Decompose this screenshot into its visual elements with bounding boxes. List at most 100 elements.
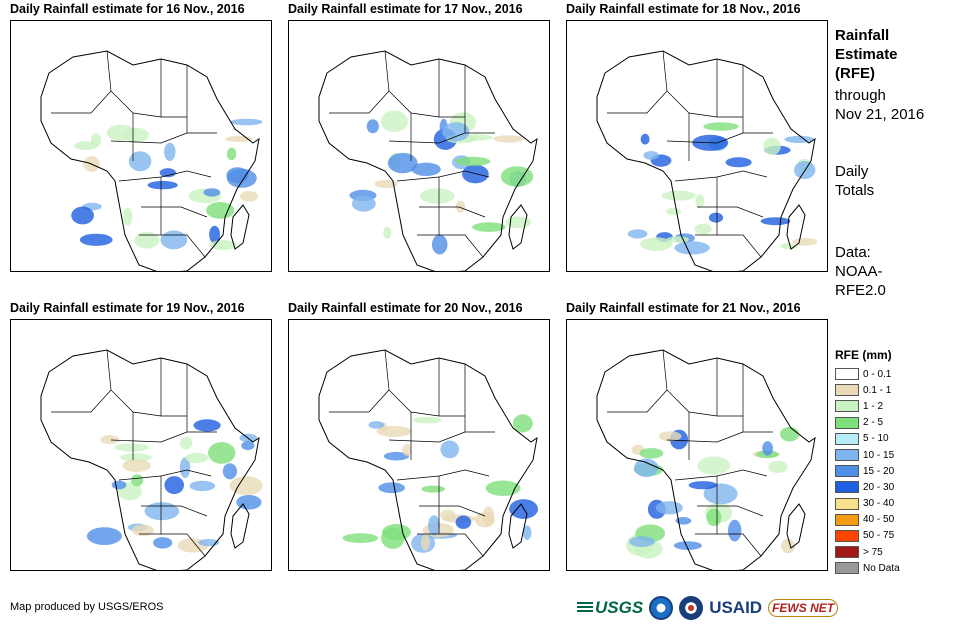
rainfall-patch: [695, 194, 705, 209]
rainfall-patch: [472, 222, 506, 232]
map-panel-3: Daily Rainfall estimate for 18 Nov., 201…: [566, 2, 828, 272]
rainfall-patch: [229, 476, 263, 496]
legend-label: 2 - 5: [863, 417, 884, 429]
panel-title: Daily Rainfall estimate for 20 Nov., 201…: [288, 301, 523, 315]
rainfall-patch: [655, 501, 683, 515]
through-date-value: Nov 21, 2016: [835, 106, 925, 123]
rainfall-patch: [661, 190, 696, 201]
rainfall-patch: [703, 483, 738, 505]
country-border: [186, 65, 217, 134]
country-border: [329, 90, 390, 114]
rainfall-patch: [629, 536, 655, 547]
madagascar-outline: [508, 204, 528, 250]
rainfall-patch: [780, 426, 800, 442]
totals-line: Daily: [835, 163, 869, 180]
legend-swatch: [835, 529, 859, 542]
rainfall-patch: [203, 188, 221, 197]
rainfall-patch: [708, 212, 724, 223]
map-panel-4: Daily Rainfall estimate for 19 Nov., 201…: [10, 301, 272, 571]
rainfall-patch: [781, 538, 796, 554]
rainfall-patch: [688, 481, 718, 490]
rainfall-patch: [122, 207, 133, 226]
rainfall-patch: [71, 206, 94, 225]
rainfall-patch: [784, 135, 815, 143]
legend-label: 10 - 15: [863, 449, 895, 461]
legend-label: > 75: [863, 546, 883, 558]
rainfall-patch: [383, 451, 410, 461]
usaid-seal-icon: [679, 596, 704, 620]
rainfall-patch: [147, 180, 178, 190]
legend-swatch: [835, 449, 859, 462]
country-border: [139, 234, 206, 258]
country-border: [118, 170, 212, 182]
rainfall-patch: [706, 508, 722, 527]
country-border: [419, 206, 486, 218]
rainfall-patch: [131, 474, 144, 487]
rainfall-patch: [111, 480, 127, 490]
rainfall-patch: [128, 151, 152, 172]
legend-item: 0 - 0.1: [835, 366, 900, 382]
panel-title: Daily Rainfall estimate for 16 Nov., 201…: [10, 2, 245, 16]
rainfall-patch: [193, 419, 221, 432]
rainfall-patch: [131, 524, 154, 537]
legend-item: 40 - 50: [835, 512, 900, 528]
country-border: [666, 132, 744, 144]
country-border: [695, 533, 762, 557]
rainfall-patch: [694, 223, 712, 235]
rainfall-patch: [73, 141, 98, 151]
africa-map-svg: [40, 349, 263, 570]
rainfall-patch: [703, 122, 739, 131]
legend-label: 0 - 0.1: [863, 368, 892, 380]
rainfall-patch: [462, 164, 489, 184]
rainfall-map: [566, 20, 828, 272]
map-panel-1: Daily Rainfall estimate for 16 Nov., 201…: [10, 2, 272, 272]
rainfall-patch: [420, 533, 430, 551]
country-border: [695, 234, 762, 258]
rainfall-patch: [209, 225, 221, 244]
rainfall-patch: [376, 425, 412, 437]
rainfall-patch: [500, 166, 534, 187]
legend-item: 10 - 15: [835, 447, 900, 463]
country-border: [106, 349, 187, 417]
legend-label: 5 - 10: [863, 433, 889, 445]
rainfall-patch: [412, 417, 443, 424]
country-border: [697, 206, 764, 218]
rainfall-patch: [505, 216, 532, 229]
rainfall-map: [288, 20, 550, 272]
legend-swatch: [835, 562, 859, 575]
country-border: [106, 50, 187, 118]
rainfall-patch: [114, 443, 149, 452]
rainfall-patch: [675, 517, 692, 525]
rainfall-patch: [639, 448, 664, 459]
rainfall-patch: [428, 515, 440, 536]
country-border: [388, 431, 466, 443]
legend-item: 2 - 5: [835, 415, 900, 431]
panel-title: Daily Rainfall estimate for 19 Nov., 201…: [10, 301, 245, 315]
rainfall-patch: [482, 506, 495, 526]
africa-map-svg: [318, 50, 538, 271]
rainfall-patch: [120, 453, 152, 462]
rainfall-patch: [728, 519, 742, 542]
rainfall-patch: [86, 527, 122, 545]
africa-map-svg: [596, 349, 816, 570]
legend-swatch: [835, 368, 859, 381]
rainfall-patch: [179, 457, 191, 478]
map-panel-2: Daily Rainfall estimate for 17 Nov., 201…: [288, 2, 550, 272]
madagascar-outline: [230, 503, 250, 549]
africa-map-svg: [40, 50, 263, 271]
legend-swatch: [835, 497, 859, 510]
usgs-logo: USGS: [577, 598, 643, 618]
through-label: through: [835, 87, 886, 104]
product-title-line: Estimate: [835, 46, 898, 63]
rainfall-patch: [159, 168, 176, 178]
data-source-line: NOAA-: [835, 263, 883, 280]
panel-title: Daily Rainfall estimate for 21 Nov., 201…: [566, 301, 801, 315]
legend-item: > 75: [835, 544, 900, 560]
product-title-line: Rainfall: [835, 27, 890, 44]
legend-swatch: [835, 546, 859, 559]
africa-map-svg: [596, 50, 818, 271]
country-border: [419, 505, 486, 517]
rainfall-patch: [342, 533, 378, 543]
country-border: [396, 170, 490, 182]
country-border: [139, 533, 206, 557]
